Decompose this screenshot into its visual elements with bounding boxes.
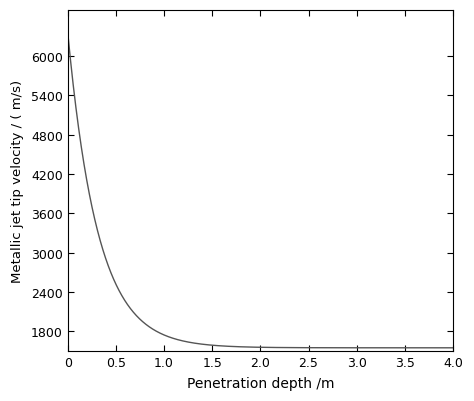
Y-axis label: Metallic jet tip velocity / ( m/s): Metallic jet tip velocity / ( m/s): [11, 80, 24, 282]
X-axis label: Penetration depth /m: Penetration depth /m: [187, 376, 334, 390]
